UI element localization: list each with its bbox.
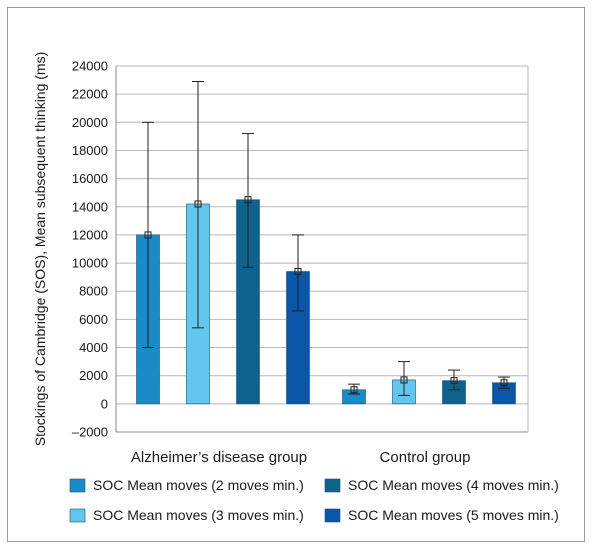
category-label: Alzheimer’s disease group — [131, 449, 307, 466]
legend-swatch — [324, 478, 341, 493]
y-axis-tick-labels: –2000 0 2000 4000 6000 8000 10000 12000 14000 160… — [72, 59, 108, 440]
mean-marker — [144, 231, 152, 239]
legend-swatch — [69, 478, 86, 493]
mean-marker — [294, 268, 302, 276]
y-tick-label: –2000 — [72, 425, 108, 440]
legend-swatch — [324, 508, 341, 523]
mean-marker — [500, 379, 508, 387]
legend-label: SOC Mean moves (4 moves min.) — [348, 477, 559, 493]
y-axis-label: Stockings of Cambridge (SOS), Mean subse… — [32, 52, 48, 447]
y-tick-label: 4000 — [79, 340, 108, 355]
y-tick-label: 24000 — [72, 59, 108, 74]
y-tick-label: 0 — [101, 396, 108, 411]
mean-marker — [450, 377, 458, 385]
y-tick-label: 20000 — [72, 115, 108, 130]
legend-swatch — [69, 508, 86, 523]
y-tick-label: 8000 — [79, 284, 108, 299]
y-tick-label: 18000 — [72, 143, 108, 158]
mean-marker — [194, 200, 202, 208]
y-tick-label: 14000 — [72, 199, 108, 214]
error-bars — [142, 80, 510, 396]
legend: SOC Mean moves (2 moves min.) SOC Mean mo… — [69, 477, 559, 523]
y-tick-label: 2000 — [79, 368, 108, 383]
mean-marker — [350, 386, 358, 394]
y-tick-label: 10000 — [72, 256, 108, 271]
category-labels: Alzheimer’s disease group Control group — [131, 449, 471, 466]
bars — [136, 199, 516, 405]
y-tick-label: 16000 — [72, 171, 108, 186]
gridlines — [116, 65, 528, 433]
mean-marker — [400, 376, 408, 384]
category-label: Control group — [380, 449, 471, 466]
axes — [115, 66, 529, 433]
y-tick-label: 6000 — [79, 312, 108, 327]
legend-label: SOC Mean moves (5 moves min.) — [348, 507, 559, 523]
legend-label: SOC Mean moves (3 moves min.) — [93, 507, 304, 523]
mean-marker — [244, 196, 252, 204]
legend-label: SOC Mean moves (2 moves min.) — [93, 477, 304, 493]
y-tick-label: 22000 — [72, 87, 108, 102]
y-tick-label: 12000 — [72, 227, 108, 242]
